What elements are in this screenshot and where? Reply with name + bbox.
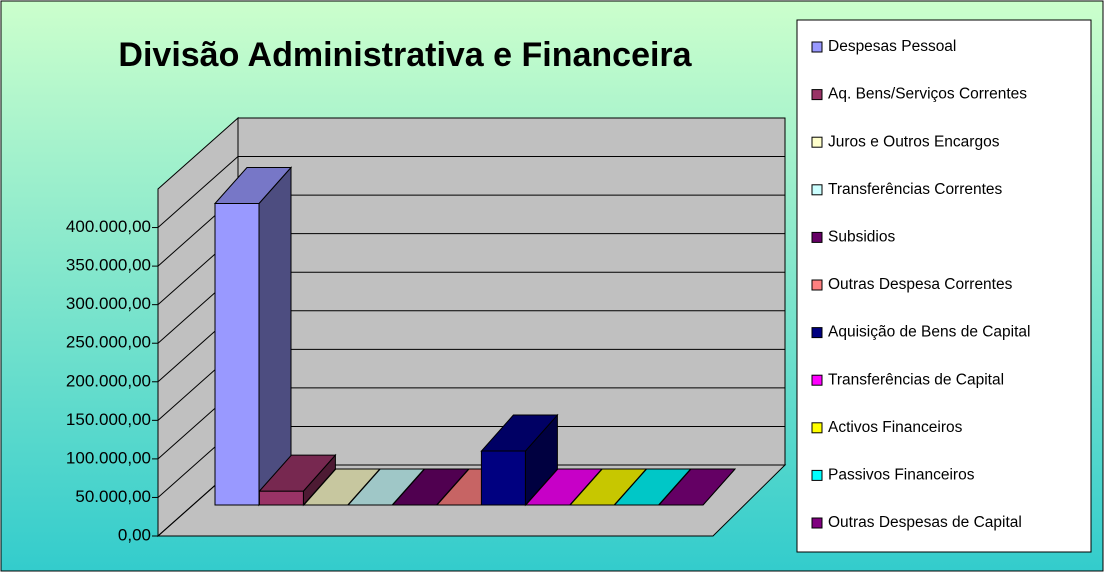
legend-label: Outras Despesa Correntes bbox=[828, 276, 1013, 293]
legend-label: Juros e Outros Encargos bbox=[828, 133, 1000, 150]
legend-swatch bbox=[811, 136, 823, 148]
bar bbox=[258, 490, 304, 506]
y-tick-label: 300.000,00 bbox=[66, 294, 151, 313]
legend-label: Transferências Correntes bbox=[828, 181, 1003, 198]
y-tick-label: 150.000,00 bbox=[66, 410, 151, 429]
legend-swatch bbox=[811, 231, 823, 243]
legend-swatch bbox=[811, 184, 823, 196]
y-tick-label: 100.000,00 bbox=[66, 448, 151, 467]
legend-label: Outras Despesas de Capital bbox=[828, 514, 1022, 531]
bar-top bbox=[657, 468, 737, 506]
y-tick-label: 400.000,00 bbox=[66, 217, 151, 236]
legend-swatch bbox=[811, 469, 823, 481]
legend-swatch bbox=[811, 374, 823, 386]
legend-label: Passivos Financeiros bbox=[828, 466, 975, 483]
legend-label: Activos Financeiros bbox=[828, 419, 963, 436]
legend-label: Despesas Pessoal bbox=[828, 38, 956, 55]
legend bbox=[796, 19, 1092, 553]
legend-swatch bbox=[811, 422, 823, 434]
y-tick-label: 50.000,00 bbox=[75, 487, 151, 506]
legend-swatch bbox=[811, 327, 823, 339]
bar-top bbox=[480, 414, 559, 452]
legend-label: Transferências de Capital bbox=[828, 371, 1004, 388]
bar bbox=[480, 450, 526, 506]
legend-label: Aq. Bens/Serviços Correntes bbox=[828, 86, 1027, 103]
legend-swatch bbox=[811, 89, 823, 101]
bar-side bbox=[258, 166, 292, 507]
legend-swatch bbox=[811, 41, 823, 53]
y-tick-label: 200.000,00 bbox=[66, 371, 151, 390]
grid-line bbox=[157, 156, 239, 228]
legend-label: Aquisição de Bens de Capital bbox=[828, 324, 1031, 341]
y-tick-label: 250.000,00 bbox=[66, 333, 151, 352]
y-tick-label: 0,00 bbox=[118, 525, 151, 544]
legend-swatch bbox=[811, 279, 823, 291]
bar bbox=[214, 202, 260, 506]
legend-swatch bbox=[811, 517, 823, 529]
back-wall bbox=[237, 117, 786, 466]
y-tick-label: 350.000,00 bbox=[66, 256, 151, 275]
bar-top bbox=[258, 454, 337, 492]
chart-title: Divisão Administrativa e Financeira bbox=[118, 36, 692, 74]
bar-top bbox=[213, 166, 293, 204]
legend-label: Subsidios bbox=[828, 228, 895, 245]
